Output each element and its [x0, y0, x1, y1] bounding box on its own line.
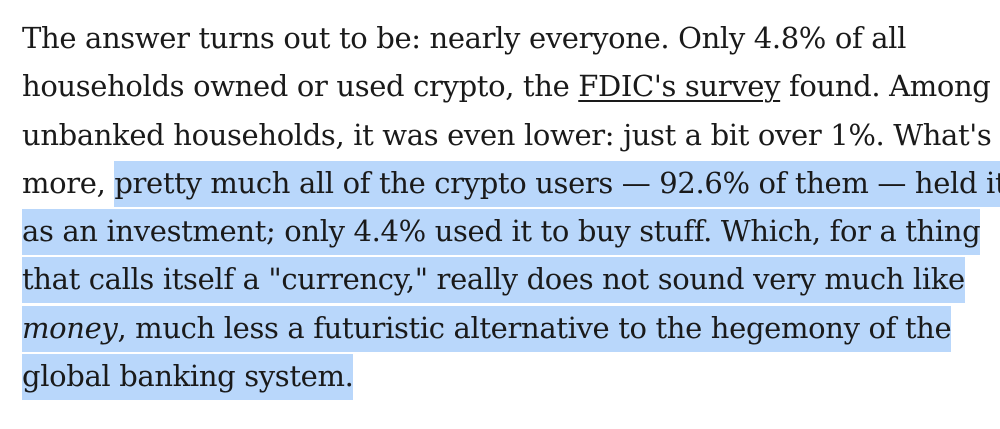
fdic-survey-link[interactable]: FDIC's survey [578, 69, 781, 104]
selected-text: that calls itself a "currency," really d… [22, 257, 965, 304]
italic-word: money [22, 310, 118, 345]
paragraph-line-6: that calls itself a "currency," really d… [22, 255, 994, 304]
paragraph-line-7: money, much less a futuristic alternativ… [22, 304, 994, 352]
paragraph-line-3: unbanked households, it was even lower: … [22, 111, 994, 159]
paragraph-line-1: The answer turns out to be: nearly every… [22, 14, 994, 62]
text-segment: , much less a futuristic alternative to … [117, 310, 952, 345]
selected-text: as an investment; only 4.4% used it to b… [22, 209, 981, 256]
selected-text: money, much less a futuristic alternativ… [22, 305, 952, 352]
paragraph-line-4: more, pretty much all of the crypto user… [22, 159, 1000, 207]
paragraph-line-5: as an investment; only 4.4% used it to b… [22, 207, 994, 256]
paragraph-line-8: global banking system. [22, 352, 994, 401]
text-segment: more, [22, 165, 115, 200]
article-paragraph: The answer turns out to be: nearly every… [22, 14, 1000, 401]
selected-text: global banking system. [22, 354, 354, 401]
selected-text: pretty much all of the crypto users — 92… [114, 160, 1000, 207]
paragraph-line-2: households owned or used crypto, the FDI… [22, 62, 994, 110]
text-segment: The answer turns out to be: nearly every… [22, 21, 907, 55]
text-segment: found. Among [780, 69, 991, 104]
text-segment: households owned or used crypto, the [22, 69, 579, 104]
text-segment: unbanked households, it was even lower: … [22, 117, 992, 152]
